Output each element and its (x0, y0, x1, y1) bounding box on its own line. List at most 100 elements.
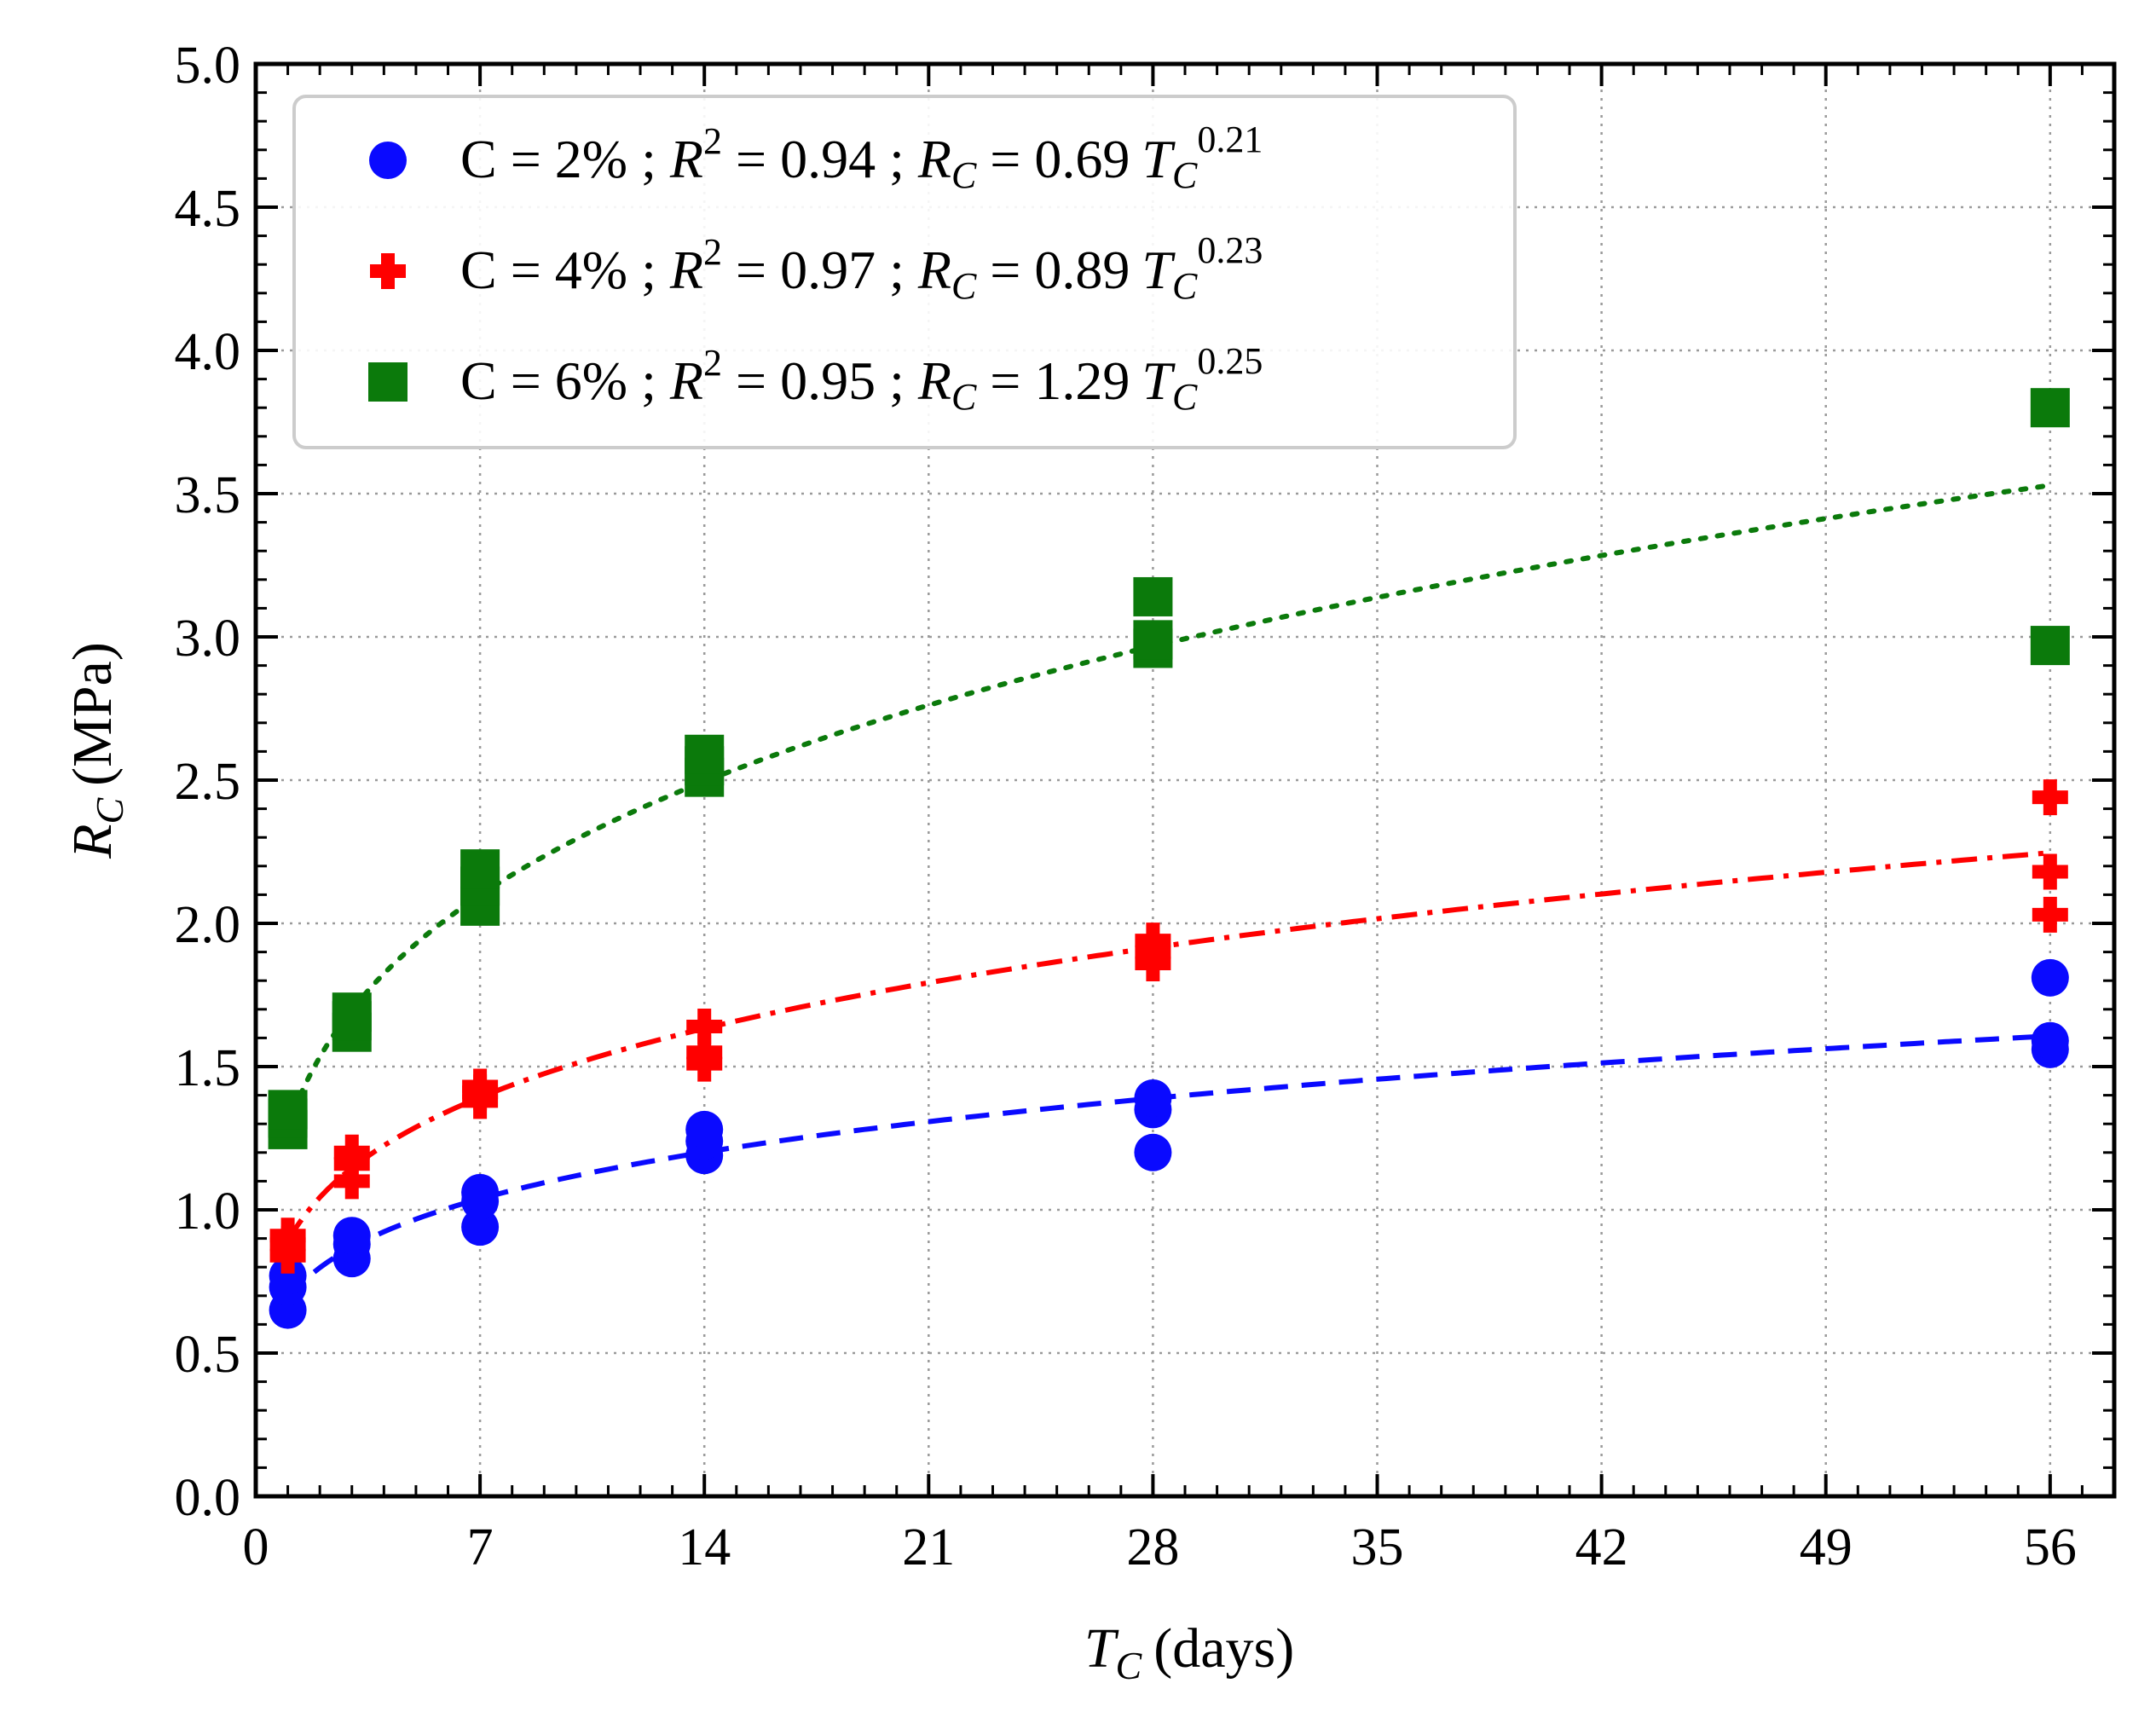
x-tick-label: 28 (1126, 1518, 1179, 1576)
data-point-series-1 (333, 1134, 370, 1171)
data-markers (268, 388, 2070, 1329)
data-point-series-0 (461, 1208, 500, 1246)
data-point-series-1 (462, 1068, 499, 1105)
y-tick-label: 3.5 (175, 466, 241, 524)
data-point-series-0 (2031, 1021, 2069, 1060)
legend-rc-symbol: R (917, 240, 951, 300)
data-point-series-2 (1133, 576, 1173, 616)
legend-marker-plus (370, 253, 406, 289)
data-point-series-2 (685, 734, 725, 774)
x-axis-unit: (days) (1153, 1617, 1294, 1680)
data-point-series-2 (268, 1090, 308, 1130)
legend-prefix: C = 4% ; (460, 240, 670, 300)
legend-sep: ; (876, 240, 918, 300)
legend-marker-circle (369, 142, 407, 179)
y-tick-label: 5.0 (175, 37, 241, 95)
y-tick-label: 4.0 (175, 323, 241, 381)
data-point-series-2 (2030, 626, 2070, 666)
data-point-series-1 (1135, 923, 1171, 959)
data-point-series-2 (2030, 388, 2070, 428)
legend-tc-symbol: T (1142, 129, 1176, 189)
data-point-series-1 (2032, 896, 2068, 933)
legend-prefix: C = 6% ; (460, 350, 670, 411)
legend-marker-square (368, 362, 408, 402)
data-point-series-1 (269, 1217, 306, 1254)
legend: C = 2% ; R2 = 0.94 ; RC = 0.69 TC0.21 C =… (292, 95, 1517, 449)
data-point-series-1 (686, 1008, 723, 1044)
legend-r-symbol: R (669, 350, 703, 411)
legend-eq2: = (976, 350, 1034, 411)
data-point-series-1 (2032, 779, 2068, 816)
legend-tc-sub: C (1172, 376, 1198, 418)
legend-marker-circle (369, 142, 407, 179)
y-tick-label: 2.5 (175, 753, 241, 811)
legend-rc-symbol: R (917, 129, 951, 189)
legend-tc-sub: C (1172, 154, 1198, 196)
legend-tc-symbol: T (1142, 240, 1176, 300)
data-point-series-0 (1134, 1133, 1172, 1171)
x-tick-label: 21 (902, 1518, 955, 1576)
legend-eq: = (722, 129, 780, 189)
legend-r-symbol: R (669, 129, 703, 189)
legend-r-symbol: R (669, 240, 703, 300)
data-point-series-0 (332, 1217, 371, 1255)
x-tick-label: 0 (243, 1518, 269, 1576)
legend-rc-symbol: R (917, 350, 951, 411)
data-point-series-2 (1133, 620, 1173, 660)
legend-sep: ; (876, 129, 918, 189)
legend-prefix: C = 2% ; (460, 129, 670, 189)
x-tick-label: 7 (467, 1518, 494, 1576)
data-point-series-2 (332, 992, 372, 1032)
legend-r2-exp: 2 (703, 120, 722, 162)
x-axis-symbol: T (1084, 1617, 1119, 1680)
y-axis-subscript: C (88, 797, 131, 824)
legend-exp: 0.23 (1197, 229, 1263, 271)
legend-r2: 0.94 (780, 129, 876, 189)
fit-line-series-1 (286, 850, 2051, 1243)
legend-eq: = (722, 240, 780, 300)
legend-label-c6: C = 6% ; R2 = 0.95 ; RC = 1.29 TC0.25 (460, 340, 1263, 418)
legend-sep: ; (876, 350, 918, 411)
data-point-series-0 (269, 1257, 307, 1295)
data-point-series-0 (685, 1110, 724, 1148)
y-axis-title: RC (MPa) (61, 642, 131, 859)
legend-eq: = (722, 350, 780, 411)
x-tick-label: 42 (1575, 1518, 1628, 1576)
y-tick-label: 3.0 (175, 610, 241, 668)
data-point-series-1 (686, 1034, 723, 1071)
legend-entry-c2: C = 2% ; R2 = 0.94 ; RC = 0.69 TC0.21 (369, 119, 1263, 196)
data-point-series-2 (460, 849, 500, 889)
legend-coef: 1.29 (1034, 350, 1130, 411)
y-tick-label: 2.0 (175, 896, 241, 954)
tick-labels: 0 7 14 21 28 35 42 49 56 0.0 0.5 1.0 1.5 2.0 2.5 3.0 3.5… (175, 37, 2077, 1576)
plot-frame (253, 61, 2117, 1499)
legend-exp: 0.21 (1197, 119, 1263, 160)
legend-tc-symbol: T (1142, 350, 1176, 411)
legend-label-c4: C = 4% ; R2 = 0.97 ; RC = 0.89 TC0.23 (460, 229, 1263, 307)
y-tick-label: 1.5 (175, 1039, 241, 1097)
legend-rc-sub: C (951, 154, 977, 196)
y-tick-label: 4.5 (175, 180, 241, 238)
y-axis-unit: (MPa) (61, 642, 124, 786)
y-tick-label: 0.0 (175, 1469, 241, 1527)
legend-label-c2: C = 2% ; R2 = 0.94 ; RC = 0.69 TC0.21 (460, 119, 1263, 196)
legend-coef: 0.69 (1034, 129, 1130, 189)
legend-r2: 0.95 (780, 350, 876, 411)
legend-r2-exp: 2 (703, 342, 722, 384)
legend-coef: 0.89 (1034, 240, 1130, 300)
legend-r2-exp: 2 (703, 231, 722, 273)
y-axis-symbol: R (61, 824, 124, 859)
x-axis-subscript: C (1116, 1644, 1143, 1687)
x-tick-label: 14 (678, 1518, 731, 1576)
legend-entry-c6: C = 6% ; R2 = 0.95 ; RC = 1.29 TC0.25 (368, 340, 1263, 418)
legend-rc-sub: C (951, 265, 977, 307)
y-tick-label: 0.5 (175, 1326, 241, 1384)
legend-entry-c4: C = 4% ; R2 = 0.97 ; RC = 0.89 TC0.23 (370, 229, 1263, 307)
data-point-series-1 (2032, 853, 2068, 890)
legend-exp: 0.25 (1197, 340, 1263, 382)
x-tick-label: 35 (1351, 1518, 1404, 1576)
legend-eq2: = (976, 240, 1034, 300)
x-tick-label: 49 (1800, 1518, 1853, 1576)
legend-r2: 0.97 (780, 240, 876, 300)
